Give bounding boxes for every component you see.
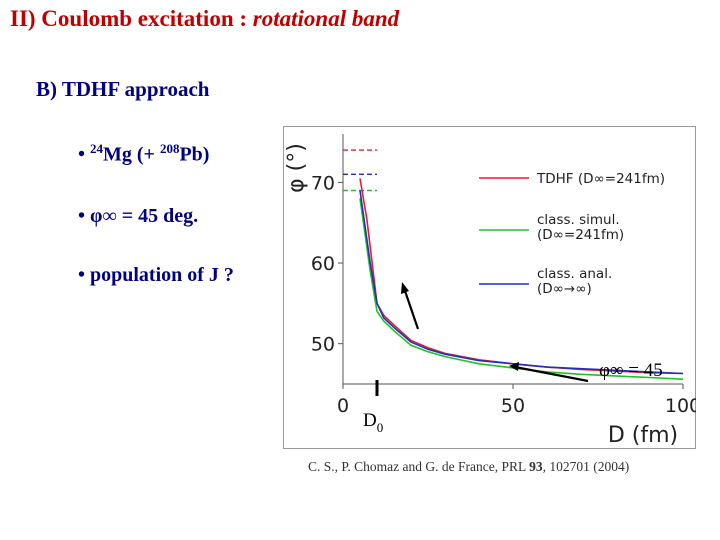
d0-label-main: D [363, 410, 377, 431]
slide-title: II) Coulomb excitation : rotational band [10, 6, 399, 32]
arrow-shaft-up [402, 287, 420, 330]
deflection-angle-chart: 0 50 100 50 60 70 TDHF (D∞=241fm) class. simul… [283, 126, 696, 449]
bullet-nucleus: • 24Mg (+ 208Pb) [78, 141, 209, 167]
mass-number-pb: 208 [159, 141, 180, 156]
x-tick-label: 0 [337, 395, 349, 417]
d0-label: D0 [363, 410, 383, 435]
citation-pages: , 102701 (2004) [542, 459, 630, 474]
arrow-shaft-left [514, 365, 589, 383]
asymptote-label: φ∞ = 45 [599, 360, 663, 381]
x-tick-label: 50 [501, 395, 525, 417]
y-tick-label: 60 [311, 253, 335, 275]
citation-volume: 93 [529, 459, 543, 474]
legend-label-3: class. anal. [537, 266, 612, 282]
legend-label-2: class. simul. [537, 212, 620, 228]
title-emphasis: rotational band [252, 6, 400, 31]
legend-label-2-line2: (D∞=241fm) [537, 227, 624, 243]
mass-number-mg: 24 [90, 141, 104, 156]
legend-label-1: TDHF (D∞=241fm) [536, 171, 665, 187]
x-axis-label: D (fm) [608, 423, 678, 448]
d0-label-sub: 0 [377, 420, 384, 435]
x-tick-label: 100 [665, 395, 696, 417]
series-line-2 [359, 198, 684, 380]
y-axis-label: φ (°) [284, 143, 309, 193]
bullet-population: • population of J ? [78, 264, 234, 286]
bullet-dot: • [78, 143, 91, 166]
series-line-3 [359, 190, 684, 375]
citation: C. S., P. Chomaz and G. de France, PRL 9… [308, 459, 629, 475]
arrow-head-up [401, 282, 409, 294]
bullet-text-mg: Mg (+ [103, 143, 160, 166]
section-subtitle: B) TDHF approach [36, 77, 210, 101]
title-prefix: II) Coulomb excitation : [10, 6, 253, 31]
y-tick-label: 50 [311, 334, 335, 356]
chart-frame [283, 126, 696, 449]
arrow-head-left [509, 362, 519, 371]
bullet-text-pb: Pb) [179, 143, 210, 166]
legend-label-3-line2: (D∞→∞) [537, 281, 592, 297]
bullet-angle: • φ∞ = 45 deg. [78, 205, 199, 227]
y-tick-label: 70 [311, 172, 335, 194]
citation-authors: C. S., P. Chomaz and G. de France, PRL [308, 459, 530, 474]
